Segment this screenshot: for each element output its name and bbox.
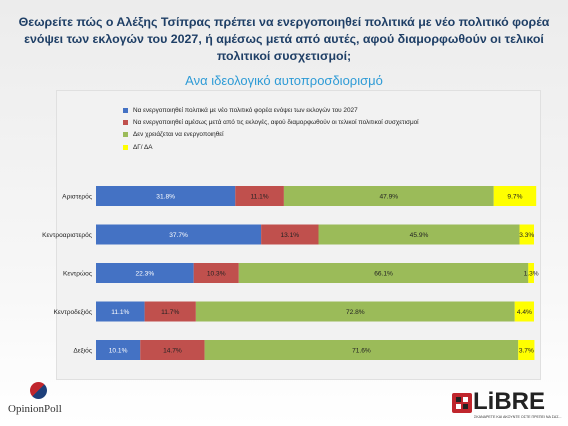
libre-logo: LiBRE ΣΚΑΝΑΡΕΤΕ ΚΑΙ ΑΚΟΥΝΤΕ ΟΣΤΕ ΠΡΕΠΕΙ … — [451, 388, 562, 423]
libre-logo-icon — [452, 393, 472, 413]
chart-subtitle: Ανα ιδεολογικό αυτοπροσδιορισμό — [185, 73, 383, 88]
libre-logo-tagline: ΣΚΑΝΑΡΕΤΕ ΚΑΙ ΑΚΟΥΝΤΕ ΟΣΤΕ ΠΡΕΠΕΙ ΝΑ ΣΑΣ… — [474, 415, 562, 419]
bar-value-label: 66.1% — [374, 270, 393, 277]
bar-segment — [144, 301, 196, 322]
chart-title: Θεωρείτε πώς ο Αλέξης Τσίπρας πρέπει να … — [18, 15, 550, 63]
bar-value-label: 45.9% — [410, 232, 429, 239]
legend-label: Δεν χρειάζεται να ενεργοποιηθεί — [133, 131, 224, 139]
opinionpoll-logo-icon — [30, 382, 47, 399]
bar-segment — [518, 340, 535, 360]
bar-segment — [96, 301, 145, 322]
category-label: Κεντροδεξιός — [53, 308, 92, 316]
bar-value-label: 13.1% — [280, 232, 299, 239]
bar-segment — [235, 186, 284, 206]
bar-segment — [514, 301, 534, 322]
legend-label: ΔΓ/ ΔΑ — [133, 143, 153, 151]
legend-item: Να ενεργοποιηθεί πολιτικά με νέο πολιτικ… — [123, 104, 419, 116]
bar-segment — [519, 224, 534, 245]
legend-item: ΔΓ/ ΔΑ — [123, 141, 419, 153]
bar-segment — [140, 340, 205, 360]
bar-value-label: 11.1% — [250, 193, 268, 200]
bar-value-label: 10.1% — [109, 347, 128, 354]
bar-segment — [528, 263, 534, 283]
category-label: Κεντροαριστερός — [42, 231, 92, 239]
bar-value-label: 10.3% — [207, 270, 226, 277]
chart-legend: Να ενεργοποιηθεί πολιτικά με νέο πολιτικ… — [123, 104, 419, 153]
bar-value-label: 4.4% — [517, 309, 532, 316]
legend-label: Να ενεργοποιηθεί αμέσως μετά από τις εκλ… — [133, 118, 419, 126]
legend-swatch — [123, 144, 128, 150]
legend-swatch — [123, 119, 128, 125]
legend-swatch — [123, 107, 128, 113]
bar-value-label: 72.8% — [346, 309, 365, 316]
bar-segment — [96, 340, 141, 360]
legend-label: Να ενεργοποιηθεί πολιτικά με νέο πολιτικ… — [133, 106, 358, 114]
bar-segment — [195, 301, 515, 322]
bar-segment — [193, 263, 239, 283]
bar-segment — [318, 224, 520, 245]
bar-value-label: 22.3% — [135, 270, 154, 277]
legend-item: Να ενεργοποιηθεί αμέσως μετά από τις εκλ… — [123, 116, 419, 128]
bar-value-label: 37.7% — [169, 232, 188, 239]
bar-value-label: 47.9% — [379, 193, 398, 200]
bar-segment — [96, 224, 262, 245]
bar-value-label: 31.8% — [156, 193, 175, 200]
bar-value-label: 11.1% — [111, 309, 129, 316]
bar-value-label: 11.7% — [161, 309, 179, 316]
bar-value-label: 1.3% — [524, 270, 539, 277]
bar-value-label: 3.3% — [519, 232, 534, 239]
opinionpoll-logo: OpinionPoll — [8, 379, 78, 423]
category-label: Δεξιός — [73, 346, 92, 354]
category-label: Κεντρώος — [63, 269, 92, 277]
bar-segment — [96, 186, 236, 206]
legend-item: Δεν χρειάζεται να ενεργοποιηθεί — [123, 129, 419, 141]
bar-segment — [238, 263, 529, 283]
bar-value-label: 3.7% — [519, 347, 534, 354]
bar-segment — [204, 340, 519, 360]
libre-logo-text: LiBRE — [473, 388, 545, 415]
bar-segment — [493, 186, 537, 206]
legend-swatch — [123, 132, 128, 138]
bar-value-label: 9.7% — [507, 193, 522, 200]
bar-value-label: 71.6% — [352, 347, 371, 354]
bar-segment — [283, 186, 494, 206]
bar-segment — [96, 263, 194, 283]
bar-value-label: 14.7% — [163, 347, 182, 354]
bar-segment — [261, 224, 319, 245]
opinionpoll-logo-text: OpinionPoll — [8, 403, 62, 415]
category-label: Αριστερός — [62, 192, 92, 200]
